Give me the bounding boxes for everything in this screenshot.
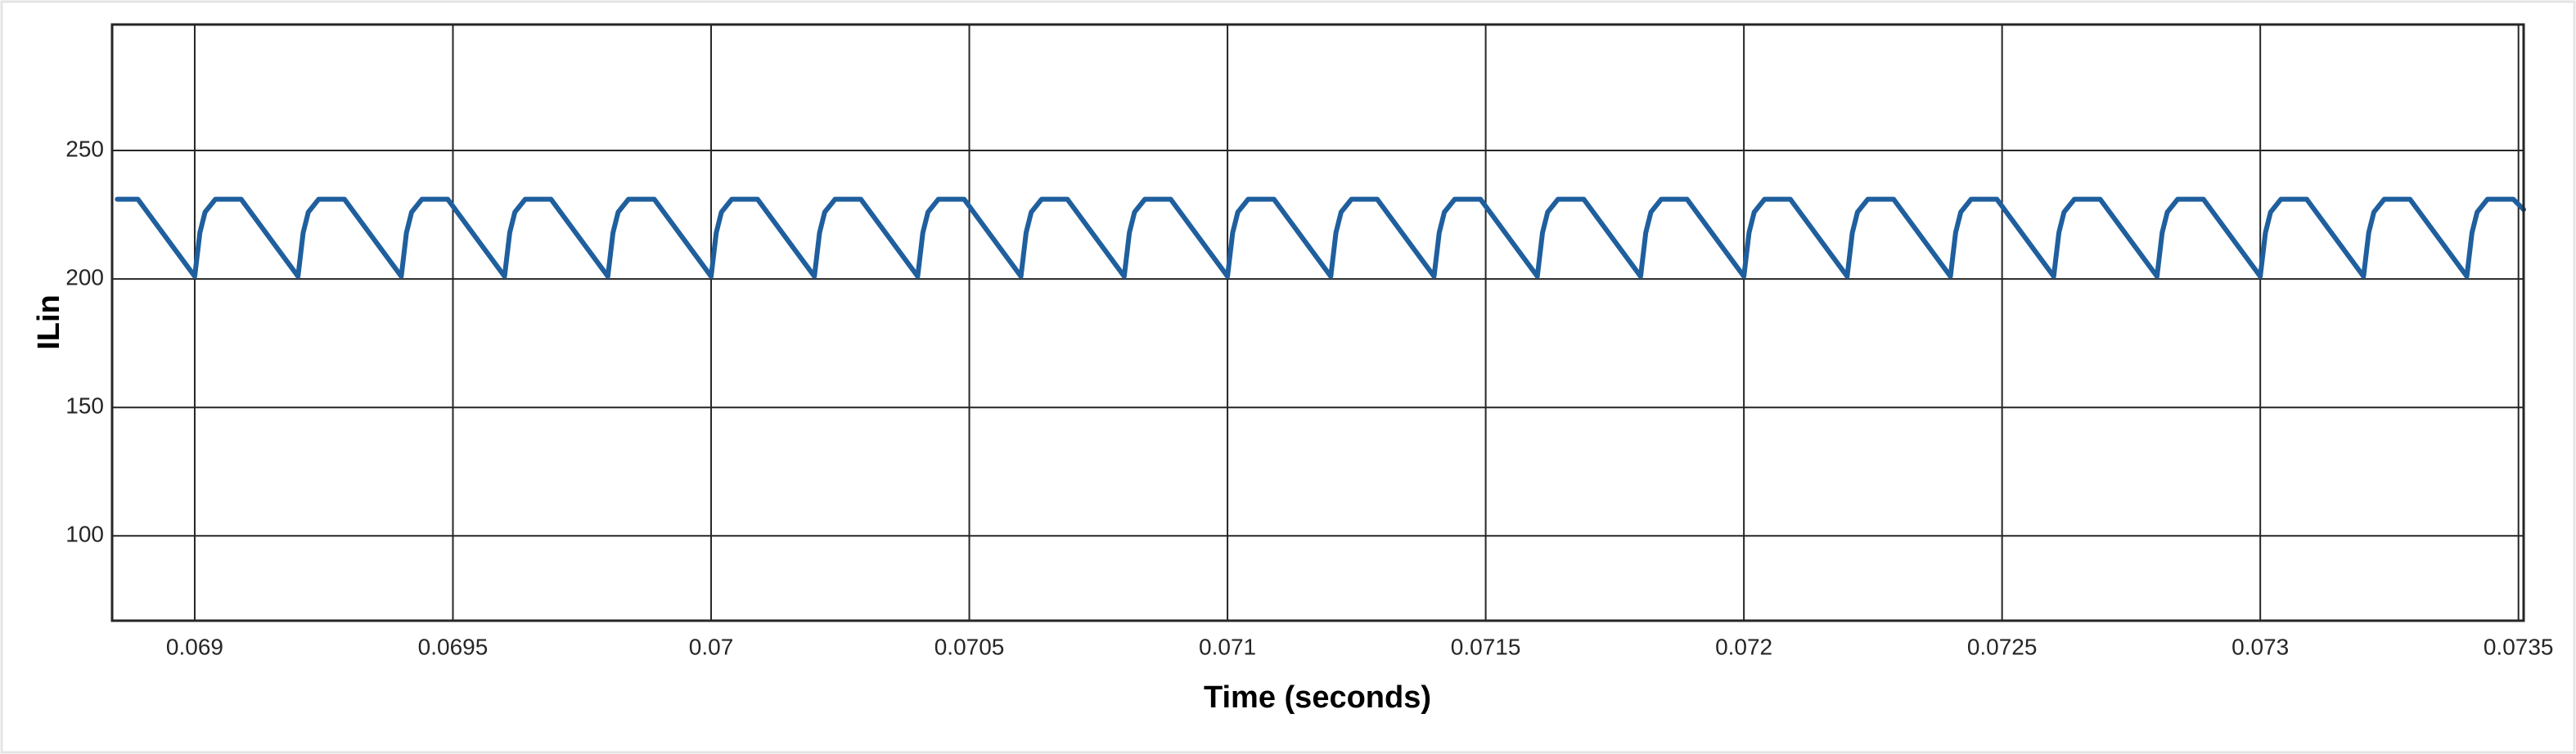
plot-border bbox=[110, 23, 2525, 622]
x-tick-label: 0.071 bbox=[1199, 634, 1256, 659]
y-tick-label: 200 bbox=[65, 264, 104, 289]
x-tick-label: 0.0735 bbox=[2484, 634, 2554, 659]
y-tick-label: 250 bbox=[65, 136, 104, 161]
x-tick-label: 0.0695 bbox=[418, 634, 489, 659]
x-axis-title: Time (seconds) bbox=[1204, 680, 1431, 715]
data-line bbox=[115, 196, 2526, 279]
y-tick-label: 100 bbox=[65, 522, 104, 547]
x-tick-label: 0.069 bbox=[166, 634, 223, 659]
plot-area bbox=[112, 25, 2524, 621]
x-tick-label: 0.0715 bbox=[1451, 634, 1521, 659]
x-tick-label: 0.072 bbox=[1715, 634, 1772, 659]
x-tick-label: 0.0725 bbox=[1967, 634, 2038, 659]
x-tick-label: 0.0705 bbox=[934, 634, 1005, 659]
y-tick-label: 150 bbox=[65, 393, 104, 419]
x-tick-label: 0.073 bbox=[2231, 634, 2289, 659]
x-tick-label: 0.07 bbox=[689, 634, 734, 659]
y-axis-title: ILin bbox=[32, 294, 66, 350]
